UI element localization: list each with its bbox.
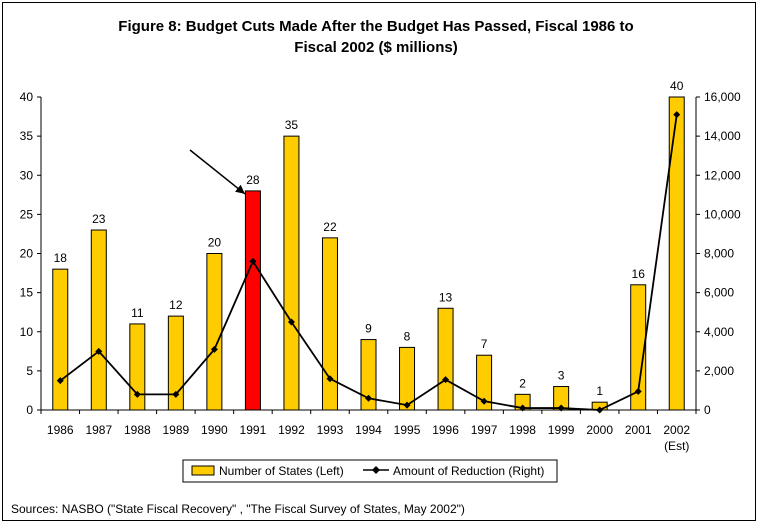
bar-1992 [283,135,300,411]
x-tick-label-1991: 1991 [240,423,267,437]
line-point-1999 [557,404,565,412]
legend-box [182,459,558,483]
x-tick-label-1987: 1987 [85,423,112,437]
bar-value-label-1997: 7 [481,337,488,351]
legend-label-reduction: Amount of Reduction (Right) [393,464,544,478]
x-tick-label-1997: 1997 [471,423,498,437]
left-tick-label: 10 [20,325,34,339]
bar-1986 [52,268,69,411]
line-point-2002 [673,111,681,119]
legend: Number of States (Left) Amount of Reduct… [182,459,558,483]
bar-1995 [399,346,416,411]
left-tick-label: 15 [20,286,34,300]
x-tick-label-2002: 2002 [663,423,690,437]
right-tick-label: 12,000 [704,168,741,182]
x-tick-label-1994: 1994 [355,423,382,437]
x-tick-label-2001: 2001 [625,423,652,437]
left-tick-label: 5 [26,364,33,378]
right-tick-label: 8,000 [704,247,734,261]
line-point-1997 [480,397,488,405]
chart-title-line-2: Fiscal 2002 ($ millions) [294,39,457,56]
line-point-1986 [56,377,64,385]
x-tick-label-1995: 1995 [394,423,421,437]
x-tick-label-1988: 1988 [124,423,151,437]
bar-value-label-1990: 20 [208,236,222,250]
legend-label-states: Number of States (Left) [219,464,344,478]
x-tick-sublabel-2002: (Est) [664,439,689,453]
line-point-1991 [249,257,257,265]
x-tick-label-2000: 2000 [586,423,613,437]
left-tick-label: 30 [20,168,34,182]
line-point-1993 [326,375,334,383]
right-tick-label: 0 [704,403,711,417]
x-tick-label-1986: 1986 [47,423,74,437]
bar-1988 [129,323,146,411]
legend-marker-reduction [372,466,380,474]
x-tick-label-1992: 1992 [278,423,305,437]
line-point-2000 [596,406,604,414]
bar-value-label-1992: 35 [285,118,299,132]
bar-value-label-1999: 3 [558,369,565,383]
bar-value-label-1989: 12 [169,298,183,312]
line-point-1989 [172,390,180,398]
bar-1990 [206,253,223,411]
x-tick-label-1999: 1999 [548,423,575,437]
right-tick-label: 6,000 [704,286,734,300]
bar-1989 [167,315,184,411]
bar-value-label-1988: 11 [131,306,144,320]
legend-swatch-states [191,465,215,476]
x-tick-label-1989: 1989 [163,423,190,437]
line-point-1988 [133,390,141,398]
bar-value-label-1986: 18 [54,251,68,265]
bar-value-label-1991: 28 [246,173,260,187]
bar-value-label-2001: 16 [632,267,646,281]
line-point-1996 [442,376,450,384]
x-tick-label-1996: 1996 [432,423,459,437]
left-tick-label: 20 [20,247,34,261]
right-tick-label: 14,000 [704,129,741,143]
line-point-1995 [403,401,411,409]
annotation-arrow-line [189,149,246,195]
line-point-2001 [634,387,642,395]
bar-value-label-1987: 23 [92,212,106,226]
bar-2002 [668,96,685,411]
x-tick-label-1998: 1998 [509,423,536,437]
bar-value-label-1995: 8 [404,329,411,343]
bar-1993 [321,237,338,411]
right-tick-label: 4,000 [704,325,734,339]
bar-1997 [476,354,493,411]
bar-value-label-1998: 2 [519,376,526,390]
left-tick-label: 25 [20,207,34,221]
x-tick-label-1993: 1993 [317,423,344,437]
left-tick-label: 0 [26,403,33,417]
bar-2001 [630,284,647,411]
bar-value-label-2000: 1 [596,384,603,398]
right-tick-label: 2,000 [704,364,734,378]
bar-value-label-1994: 9 [365,322,372,336]
right-tick-label: 10,000 [704,207,741,221]
line-point-1987 [95,347,103,355]
bar-value-label-2002: 40 [670,79,684,93]
left-tick-label: 35 [20,129,34,143]
line-point-1992 [287,318,295,326]
line-point-1994 [365,394,372,402]
bar-1991 [244,190,261,411]
chart-title-line-1: Figure 8: Budget Cuts Made After the Bud… [118,18,633,35]
line-point-1998 [519,404,527,412]
bar-value-label-1993: 22 [323,220,337,234]
bar-value-label-1996: 13 [439,290,453,304]
x-tick-label-1990: 1990 [201,423,228,437]
line-point-1990 [210,345,218,353]
left-tick-label: 40 [20,90,34,104]
bar-1996 [437,307,454,411]
right-tick-label: 16,000 [704,90,741,104]
annotation-arrow-head [235,184,245,194]
bar-1987 [90,229,107,411]
source-note: Sources: NASBO ("State Fiscal Recovery" … [11,502,465,516]
bar-1994 [360,339,377,411]
